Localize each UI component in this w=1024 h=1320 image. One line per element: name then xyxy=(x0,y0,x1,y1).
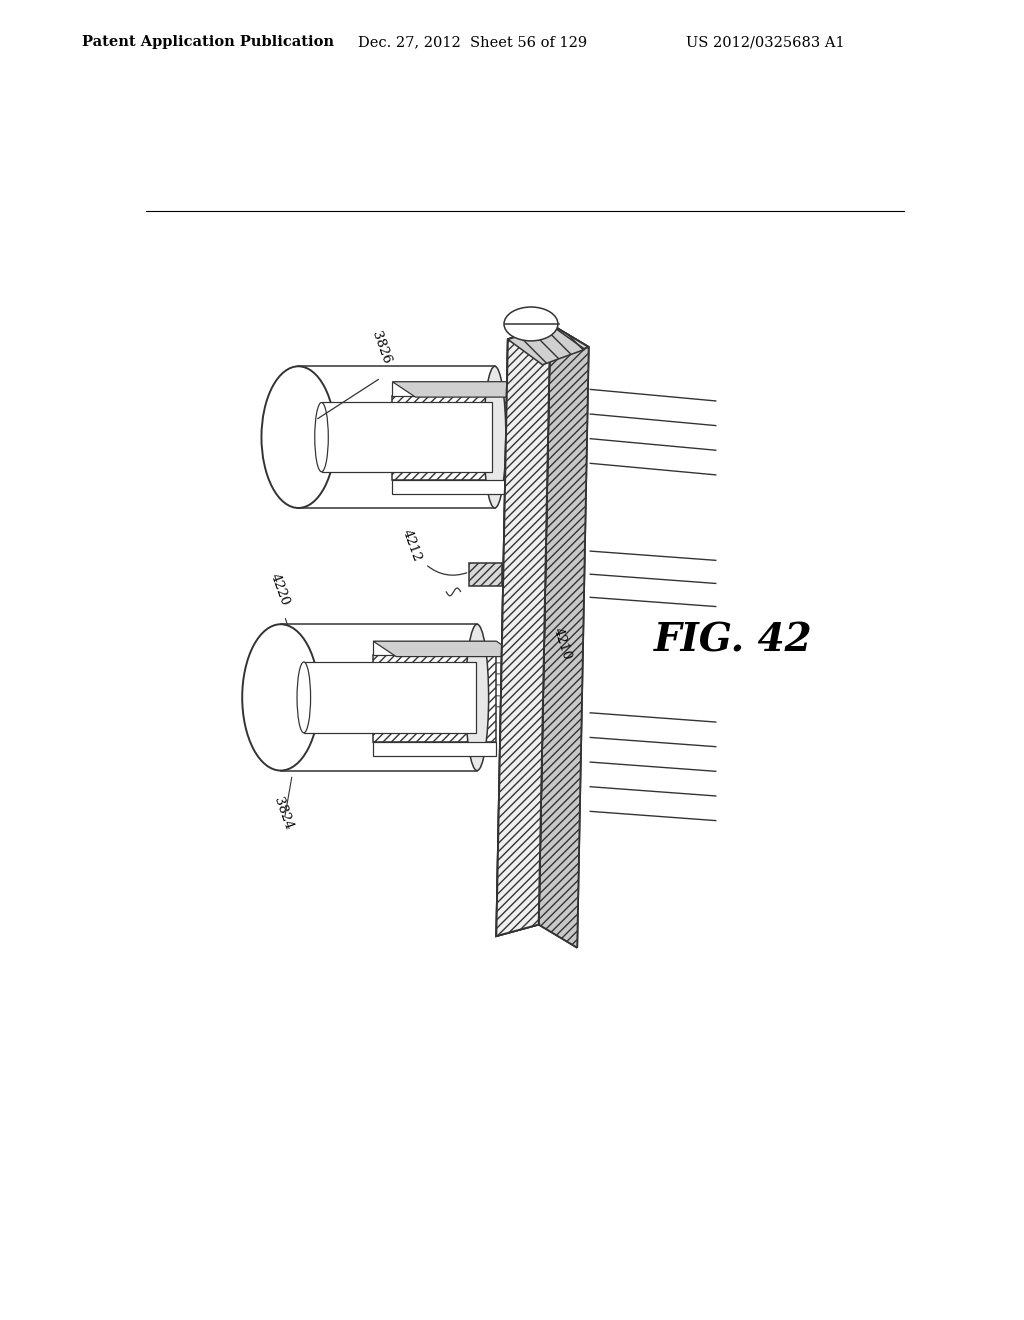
Polygon shape xyxy=(508,326,585,364)
Polygon shape xyxy=(392,381,531,397)
Bar xyxy=(392,480,508,494)
Polygon shape xyxy=(497,323,550,936)
Polygon shape xyxy=(373,655,497,742)
Polygon shape xyxy=(304,663,475,733)
Ellipse shape xyxy=(483,367,506,508)
Text: FIG. 42: FIG. 42 xyxy=(654,622,813,659)
Ellipse shape xyxy=(504,308,558,341)
Ellipse shape xyxy=(297,663,310,733)
Polygon shape xyxy=(322,403,493,471)
Polygon shape xyxy=(373,642,519,656)
Bar xyxy=(392,381,508,396)
Bar xyxy=(373,742,497,756)
Text: Dec. 27, 2012  Sheet 56 of 129: Dec. 27, 2012 Sheet 56 of 129 xyxy=(358,36,588,49)
Text: 3826: 3826 xyxy=(370,329,393,366)
Ellipse shape xyxy=(314,403,329,471)
Polygon shape xyxy=(508,323,589,363)
Text: Patent Application Publication: Patent Application Publication xyxy=(82,36,334,49)
Text: 4220: 4220 xyxy=(267,572,291,609)
Polygon shape xyxy=(497,323,550,936)
Polygon shape xyxy=(539,323,589,948)
Polygon shape xyxy=(392,396,508,480)
Ellipse shape xyxy=(466,624,488,771)
Text: US 2012/0325683 A1: US 2012/0325683 A1 xyxy=(686,36,845,49)
Text: 4210: 4210 xyxy=(550,626,572,661)
Polygon shape xyxy=(539,323,589,948)
Ellipse shape xyxy=(261,367,336,508)
Polygon shape xyxy=(281,624,477,771)
Bar xyxy=(469,562,502,586)
Ellipse shape xyxy=(243,624,319,771)
Text: 3824: 3824 xyxy=(271,795,295,832)
Text: 4212: 4212 xyxy=(400,528,424,564)
Polygon shape xyxy=(497,323,550,936)
Bar xyxy=(373,642,497,655)
Polygon shape xyxy=(298,367,495,508)
